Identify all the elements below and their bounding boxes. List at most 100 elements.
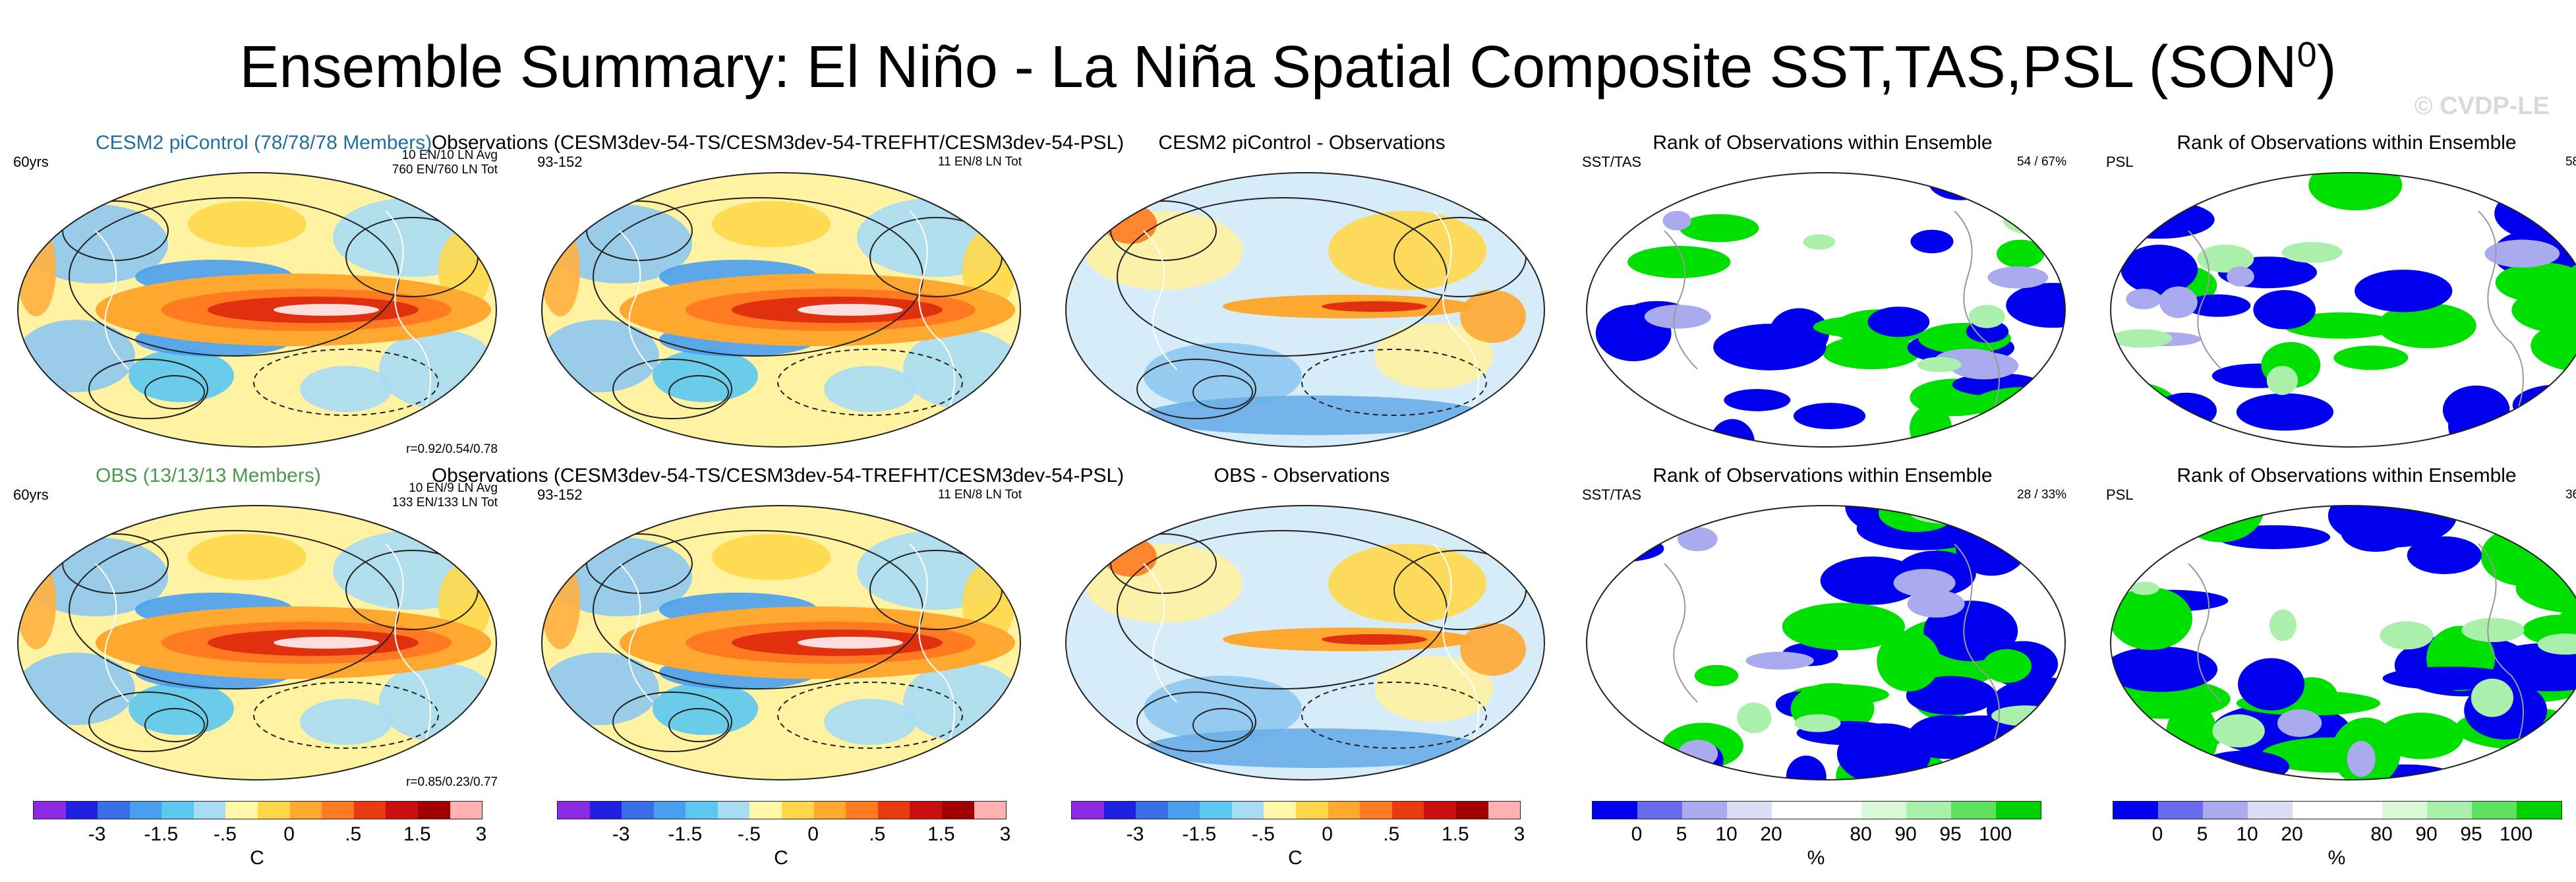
anomaly-region: [188, 534, 307, 580]
colorbar-swatch: [1951, 802, 1996, 819]
rank-region-moderate: [1949, 352, 2019, 380]
rank-region-moderate: [2003, 206, 2065, 235]
colorbar-swatch: [653, 802, 686, 819]
map-plot: [1586, 505, 2066, 780]
colorbar-swatch: [813, 802, 846, 819]
colorbar-swatch: [258, 802, 290, 819]
colorbar-swatch: [941, 802, 974, 819]
colorbar-swatch: [34, 802, 66, 819]
rank-region-moderate: [2347, 740, 2376, 777]
colorbar-swatch: [2248, 802, 2293, 819]
rank-region: [1996, 239, 2045, 268]
map-plot: [17, 172, 497, 448]
anomaly-region: [712, 201, 831, 247]
panel-left-label: 93-152: [537, 486, 583, 503]
panel-event-total: 133 EN/133 LN Tot: [392, 496, 498, 510]
coastline: [619, 563, 653, 703]
colorbar-tick-label: 100: [1978, 823, 2012, 845]
psl-contour: [1136, 359, 1256, 419]
colorbar-swatch: [846, 802, 878, 819]
colorbar-swatch: [558, 802, 590, 819]
rank-region: [2378, 303, 2476, 349]
colorbar-swatch: [2158, 802, 2203, 819]
colorbar-swatch: [1103, 802, 1136, 819]
colorbar-swatch: [1455, 802, 1488, 819]
colorbar-swatch: [1906, 802, 1951, 819]
rank-region-moderate: [2126, 288, 2161, 310]
colorbar-swatch: [1264, 802, 1297, 819]
colorbar-swatches: [1592, 801, 2041, 819]
rank-region-moderate: [1907, 590, 1965, 618]
rank-region: [2308, 173, 2403, 211]
colorbar-tick-label: 90: [2415, 823, 2438, 845]
colorbar-tick-label: .5: [869, 823, 886, 845]
panel-event-count: 11 EN/8 LN Tot: [937, 155, 1022, 169]
coastline: [2188, 563, 2222, 703]
psl-contour-negative: [1301, 349, 1487, 416]
rank-region: [2407, 536, 2482, 574]
rank-region-moderate: [1745, 651, 1814, 670]
rank-region: [2238, 658, 2305, 711]
rank-region: [2333, 345, 2409, 370]
colorbar-tick-label: 0: [1631, 823, 1643, 845]
panel-title: Observations (CESM3dev-54-TS/CESM3dev-54…: [431, 132, 1125, 154]
colorbar: -3 -1.5 -.5 0 .5 1.5 3 C: [1071, 801, 1525, 873]
coastline: [1433, 210, 1479, 409]
enso-anomaly-peak: [274, 304, 379, 316]
coastline: [1143, 230, 1177, 370]
panel-left-label: PSL: [2106, 154, 2134, 170]
map-plot: [541, 505, 1021, 780]
coastline: [385, 543, 431, 742]
rank-region-moderate: [2461, 618, 2525, 643]
colorbar-swatch: [782, 802, 814, 819]
coastline: [2478, 210, 2524, 409]
colorbar-swatch: [450, 802, 483, 819]
colorbar-tick-label: -3: [612, 823, 630, 845]
rank-region-moderate: [1917, 357, 1962, 372]
colorbar-swatch: [877, 802, 910, 819]
map-panel: Rank of Observations within Ensemble PSL 5…: [2096, 132, 2576, 458]
rank-region: [2531, 318, 2576, 373]
rank-region-moderate: [1991, 705, 2059, 726]
colorbar-swatch: [2113, 802, 2158, 819]
rank-region: [2111, 646, 2218, 692]
map-outline: [17, 172, 497, 448]
page-title-superscript: 0: [2297, 35, 2317, 74]
map-field: [1066, 173, 1544, 447]
rank-region-moderate: [1641, 413, 1677, 429]
rank-region: [2327, 506, 2457, 548]
panel-event-total: 760 EN/760 LN Tot: [392, 163, 498, 177]
coastline: [1664, 230, 1698, 370]
map-outline: [2110, 172, 2576, 448]
rank-region: [2111, 506, 2211, 542]
map-plot: [2110, 172, 2576, 448]
rank-region: [2111, 424, 2189, 447]
rank-region-moderate: [2471, 678, 2514, 717]
map-panel: OBS (13/13/13 Members) 60yrs 10 EN/9 LN Av…: [3, 465, 504, 791]
colorbar-swatch: [129, 802, 162, 819]
colorbar-tick-label: 95: [1939, 823, 1962, 845]
panel-title: Rank of Observations within Ensemble: [2177, 465, 2517, 486]
map-plot: [541, 172, 1021, 448]
coastline: [2478, 543, 2524, 742]
coastline: [1664, 563, 1698, 703]
anomaly-region: [1328, 211, 1486, 290]
colorbar-unit: C: [1288, 847, 1303, 869]
rank-region-moderate: [2484, 239, 2560, 268]
map-outline: [541, 505, 1021, 780]
psl-contour-negative: [253, 349, 439, 416]
map-plot: [17, 505, 497, 780]
rank-region: [1877, 630, 1941, 691]
anomaly-region: [300, 366, 392, 412]
coastline: [385, 210, 431, 409]
enso-anomaly-peak: [798, 304, 903, 316]
enso-anomaly-peak: [274, 637, 379, 649]
psl-contour-negative: [777, 682, 963, 749]
colorbar: -3 -1.5 -.5 0 .5 1.5 3 C: [33, 801, 486, 873]
rank-region: [1982, 649, 2032, 683]
panel-event-count: 36%: [2565, 488, 2576, 502]
colorbar-swatch: [1424, 802, 1456, 819]
colorbar-swatch: [161, 802, 194, 819]
rank-region: [2379, 713, 2464, 759]
colorbar-swatch: [589, 802, 622, 819]
